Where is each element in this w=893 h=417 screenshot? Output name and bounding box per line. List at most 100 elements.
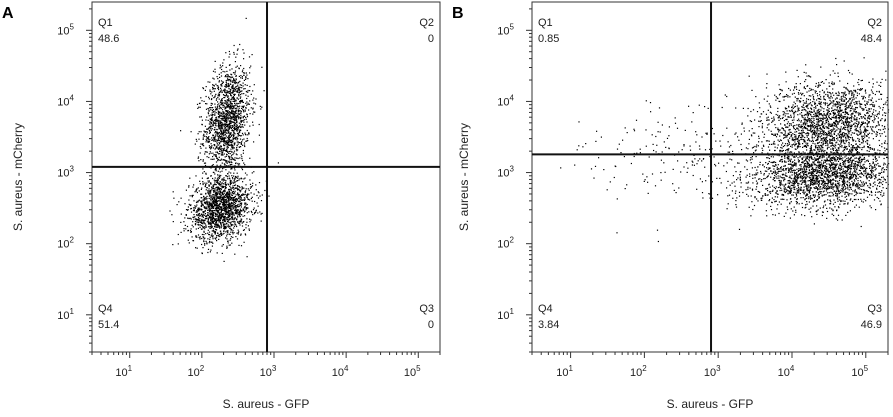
scatter-point (209, 138, 211, 140)
scatter-point (770, 143, 773, 145)
scatter-point (238, 88, 240, 90)
scatter-point (243, 115, 245, 117)
scatter-point (219, 221, 221, 223)
scatter-point (851, 97, 853, 99)
scatter-point (200, 159, 202, 161)
scatter-point (235, 128, 237, 131)
scatter-point (230, 105, 232, 107)
scatter-point (232, 91, 234, 93)
scatter-point (208, 231, 211, 233)
scatter-point (236, 180, 238, 182)
scatter-point (223, 159, 225, 161)
scatter-point (221, 182, 223, 184)
scatter-point (216, 191, 218, 193)
scatter-point (212, 111, 214, 113)
scatter-point (856, 117, 858, 119)
scatter-point (833, 113, 835, 115)
scatter-point (219, 128, 221, 130)
scatter-point (754, 132, 756, 134)
scatter-point (235, 187, 237, 189)
scatter-point (243, 58, 245, 60)
scatter-point (834, 140, 836, 142)
scatter-point (215, 109, 217, 111)
scatter-point (868, 132, 871, 134)
scatter-point (818, 113, 820, 115)
scatter-point (797, 114, 799, 116)
scatter-point (187, 229, 189, 232)
scatter-point (209, 81, 211, 83)
scatter-point (218, 89, 220, 91)
scatter-point (822, 139, 824, 141)
scatter-point (836, 101, 838, 103)
scatter-point (813, 127, 816, 129)
scatter-point (816, 134, 818, 136)
scatter-point (761, 113, 763, 115)
scatter-point (227, 242, 229, 244)
scatter-point (849, 72, 851, 74)
scatter-point (232, 121, 234, 123)
scatter-point (211, 204, 213, 206)
scatter-point (229, 215, 231, 217)
scatter-point (750, 110, 752, 113)
scatter-point (214, 196, 216, 198)
scatter-point (228, 97, 230, 99)
scatter-point (207, 112, 209, 114)
scatter-point (236, 88, 238, 90)
scatter-point (799, 101, 801, 103)
scatter-point (232, 218, 234, 220)
scatter-point (199, 221, 201, 223)
scatter-point (223, 197, 225, 199)
scatter-point (858, 121, 860, 123)
scatter-point (250, 65, 252, 67)
scatter-point (883, 103, 885, 106)
scatter-point (226, 194, 228, 196)
scatter-point (196, 188, 198, 190)
scatter-point (864, 136, 866, 138)
scatter-point (205, 206, 207, 208)
scatter-point (839, 135, 841, 137)
scatter-point (210, 218, 212, 221)
scatter-point (803, 139, 805, 141)
scatter-point (229, 204, 231, 206)
scatter-point (226, 128, 228, 130)
scatter-point (233, 150, 236, 152)
scatter-point (849, 117, 851, 119)
scatter-point (244, 172, 247, 174)
scatter-point (210, 192, 212, 194)
scatter-point (237, 229, 239, 231)
scatter-point (806, 128, 808, 130)
scatter-point (846, 118, 848, 120)
scatter-point (219, 227, 221, 229)
scatter-point (203, 234, 205, 236)
scatter-point (208, 242, 210, 244)
scatter-point (220, 137, 222, 139)
scatter-point (220, 127, 222, 129)
scatter-point (235, 56, 237, 58)
scatter-point (846, 146, 848, 148)
scatter-point (241, 194, 243, 196)
scatter-point (211, 107, 213, 109)
scatter-point (237, 204, 239, 206)
scatter-point (207, 212, 209, 214)
scatter-point (195, 228, 197, 230)
scatter-point (810, 126, 812, 128)
scatter-point (245, 76, 247, 78)
scatter-point (835, 109, 837, 111)
scatter-point (227, 240, 229, 242)
scatter-point (247, 134, 249, 136)
scatter-point (199, 116, 201, 118)
scatter-point (817, 112, 820, 114)
scatter-point (220, 227, 222, 229)
scatter-point (843, 126, 845, 128)
scatter-point (211, 117, 213, 119)
scatter-point (214, 71, 216, 73)
scatter-point (829, 112, 831, 115)
scatter-point (225, 116, 227, 118)
scatter-point (201, 187, 203, 189)
scatter-point (200, 147, 202, 149)
scatter-point (250, 107, 252, 109)
y-tick-label: 101 (57, 307, 74, 322)
scatter-point (231, 197, 233, 199)
scatter-point (236, 121, 238, 123)
scatter-point (234, 216, 236, 219)
